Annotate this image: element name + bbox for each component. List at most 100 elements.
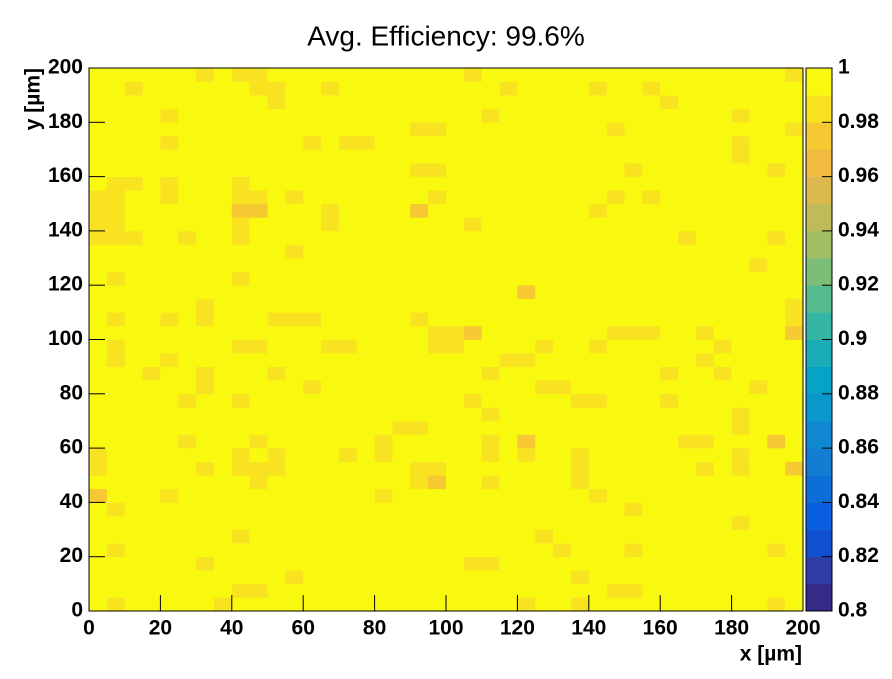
heatmap-cell [606, 393, 625, 408]
heatmap-cell [767, 190, 786, 205]
heatmap-cell [446, 393, 465, 408]
heatmap-cell [499, 448, 518, 462]
heatmap-cell [678, 285, 697, 300]
heatmap-cell [446, 95, 465, 110]
heatmap-cell [285, 515, 304, 530]
heatmap-cell [338, 380, 358, 395]
heatmap-cell [374, 149, 393, 164]
heatmap-cell [713, 434, 732, 449]
heatmap-cell [285, 420, 304, 435]
heatmap-cell [731, 122, 750, 137]
heatmap-cell [767, 258, 786, 272]
heatmap-cell [321, 122, 340, 137]
heatmap-cell [749, 434, 768, 449]
heatmap-cell [303, 176, 322, 191]
heatmap-cell [678, 122, 697, 137]
heatmap-cell [517, 203, 536, 218]
heatmap-cell [410, 298, 429, 313]
heatmap-cell [338, 244, 358, 259]
x-tick-label: 80 [363, 617, 386, 640]
heatmap-cell [178, 380, 197, 395]
heatmap-cell [196, 244, 215, 259]
heatmap-cell [517, 95, 536, 110]
heatmap-cell [428, 95, 447, 110]
heatmap-cell [124, 176, 143, 191]
heatmap-cell [392, 366, 411, 381]
heatmap-cell [142, 176, 161, 191]
heatmap-cell [624, 325, 643, 340]
heatmap-cell [446, 407, 465, 422]
heatmap-cell [535, 339, 554, 354]
heatmap-cell [785, 570, 804, 585]
heatmap-cell [356, 68, 375, 82]
heatmap-cell [267, 230, 286, 245]
heatmap-cell [356, 556, 375, 571]
heatmap-cell [321, 488, 340, 503]
heatmap-cell [160, 475, 179, 490]
heatmap-cell [124, 353, 143, 367]
color-bar-step [806, 475, 832, 503]
heatmap-cell [446, 325, 465, 340]
heatmap-cell [535, 366, 554, 381]
heatmap-cell [588, 502, 607, 517]
heatmap-cell [481, 122, 500, 137]
heatmap-cell [463, 325, 482, 340]
heatmap-cell [303, 230, 322, 245]
heatmap-cell [374, 407, 393, 422]
heatmap-cell [303, 488, 322, 503]
heatmap-cell [410, 217, 429, 232]
heatmap-cell [285, 407, 304, 422]
heatmap-cell [481, 95, 500, 110]
heatmap-cell [553, 122, 572, 137]
heatmap-cell [767, 543, 786, 557]
heatmap-cell [285, 217, 304, 232]
heatmap-cell [267, 81, 286, 96]
heatmap-cell [392, 353, 411, 367]
heatmap-cell [660, 176, 679, 191]
heatmap-cell [713, 203, 732, 218]
heatmap-cell [231, 407, 250, 422]
heatmap-cell [285, 271, 304, 286]
heatmap-cell [660, 285, 679, 300]
heatmap-cell [160, 271, 179, 286]
heatmap-cell [499, 325, 518, 340]
heatmap-cell [338, 407, 358, 422]
heatmap-cell [338, 543, 358, 557]
heatmap-cell [499, 203, 518, 218]
heatmap-cell [642, 434, 661, 449]
heatmap-cell [338, 203, 358, 218]
heatmap-cell [303, 366, 322, 381]
heatmap-cell [410, 95, 429, 110]
z-tick-label: 0.88 [838, 381, 879, 404]
heatmap-cell [749, 285, 768, 300]
heatmap-cell [428, 556, 447, 571]
heatmap-cell [89, 353, 108, 367]
heatmap-cell [231, 190, 250, 205]
heatmap-cell [767, 271, 786, 286]
heatmap-cell [89, 448, 108, 462]
heatmap-cell [142, 556, 161, 571]
heatmap-cell [178, 502, 197, 517]
heatmap-cell [267, 176, 286, 191]
heatmap-cell [713, 298, 732, 313]
heatmap-cell [695, 203, 715, 218]
heatmap-cell [392, 502, 411, 517]
heatmap-cell [160, 502, 179, 517]
heatmap-cell [160, 543, 179, 557]
color-bar-step [806, 68, 832, 96]
heatmap-cell [624, 298, 643, 313]
heatmap-cell [517, 353, 536, 367]
heatmap-cell [356, 244, 375, 259]
heatmap-cell [767, 81, 786, 96]
heatmap-cell [213, 380, 233, 395]
heatmap-cell [642, 244, 661, 259]
heatmap-cell [338, 149, 358, 164]
heatmap-cell [321, 271, 340, 286]
heatmap-cell [392, 475, 411, 490]
heatmap-cell [446, 556, 465, 571]
heatmap-cell [713, 190, 732, 205]
heatmap-cell [749, 312, 768, 327]
heatmap-cell [89, 434, 108, 449]
heatmap-cell [749, 190, 768, 205]
heatmap-cell [428, 135, 447, 150]
